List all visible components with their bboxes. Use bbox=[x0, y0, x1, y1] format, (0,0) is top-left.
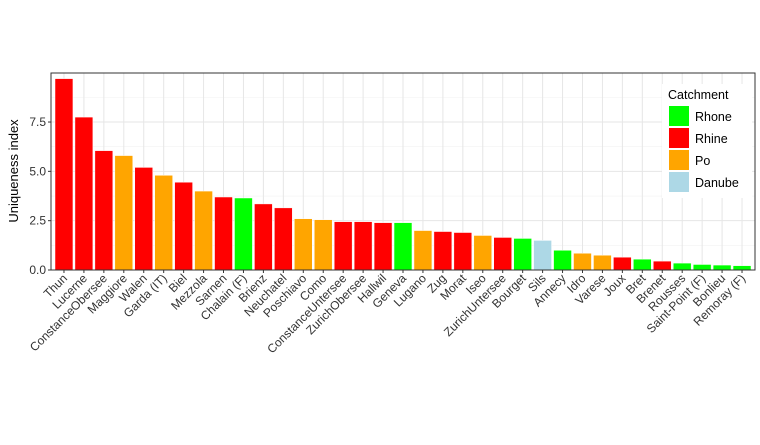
bar-varese bbox=[593, 254, 612, 271]
bar-bonlieu bbox=[712, 264, 732, 271]
legend: Catchment Rhone Rhine Po Danube bbox=[662, 84, 752, 198]
y-tick-label: 2.5 bbox=[29, 214, 46, 228]
bar-poschiavo bbox=[294, 218, 313, 271]
bar-hallwil bbox=[373, 222, 393, 271]
bar-sils bbox=[533, 240, 552, 271]
bar-bourget bbox=[513, 238, 532, 271]
legend-title: Catchment bbox=[668, 88, 729, 102]
legend-label-rhine: Rhine bbox=[695, 132, 728, 146]
bar-rousses bbox=[672, 262, 692, 271]
bar-remoray-f- bbox=[732, 265, 752, 271]
y-tick-label: 0.0 bbox=[29, 263, 46, 277]
bar-neuchatel bbox=[274, 207, 293, 271]
x-axis: ThunLucerneConstanceOberseeMaggioreWalen… bbox=[27, 270, 748, 356]
bar-biel bbox=[174, 181, 193, 271]
bar-sarnen bbox=[214, 196, 233, 271]
bar-bret bbox=[633, 258, 652, 271]
bar-saint-point-f- bbox=[692, 264, 712, 271]
bar-idro bbox=[573, 252, 592, 271]
bar-constanceobersee bbox=[94, 150, 114, 271]
y-tick-label: 7.5 bbox=[29, 115, 46, 129]
legend-swatch-rhone bbox=[669, 106, 689, 126]
legend-swatch-danube bbox=[669, 172, 689, 192]
bar-lucerne bbox=[74, 116, 94, 271]
bar-zug bbox=[433, 231, 453, 271]
bar-joux bbox=[613, 256, 632, 271]
bar-geneva bbox=[393, 222, 413, 271]
bar-thun bbox=[54, 78, 74, 271]
bar-como bbox=[314, 219, 333, 271]
bar-iseo bbox=[473, 235, 492, 271]
y-axis-label: Uniqueness index bbox=[6, 119, 21, 223]
legend-label-po: Po bbox=[695, 154, 710, 168]
bar-lugano bbox=[413, 230, 433, 271]
y-axis: 0.0 2.5 5.0 7.5 bbox=[29, 115, 51, 277]
bar-brenet bbox=[653, 260, 672, 271]
legend-swatch-po bbox=[669, 150, 689, 170]
bar-morat bbox=[453, 232, 473, 271]
y-tick-label: 5.0 bbox=[29, 164, 46, 178]
bar-annecy bbox=[553, 250, 572, 271]
bar-maggiore bbox=[114, 155, 134, 271]
bar-brienz bbox=[254, 203, 273, 271]
bar-chalain-f- bbox=[234, 197, 253, 271]
legend-swatch-rhine bbox=[669, 128, 689, 148]
bar-mezzola bbox=[194, 190, 213, 271]
bar-walen bbox=[134, 167, 153, 271]
bar-zurichobersee bbox=[353, 221, 373, 271]
bar-constanceuntersee bbox=[333, 221, 353, 271]
legend-label-danube: Danube bbox=[695, 176, 739, 190]
bar-zurichuntersee bbox=[493, 237, 512, 271]
legend-label-rhone: Rhone bbox=[695, 110, 732, 124]
bar-garda-it- bbox=[154, 175, 173, 271]
